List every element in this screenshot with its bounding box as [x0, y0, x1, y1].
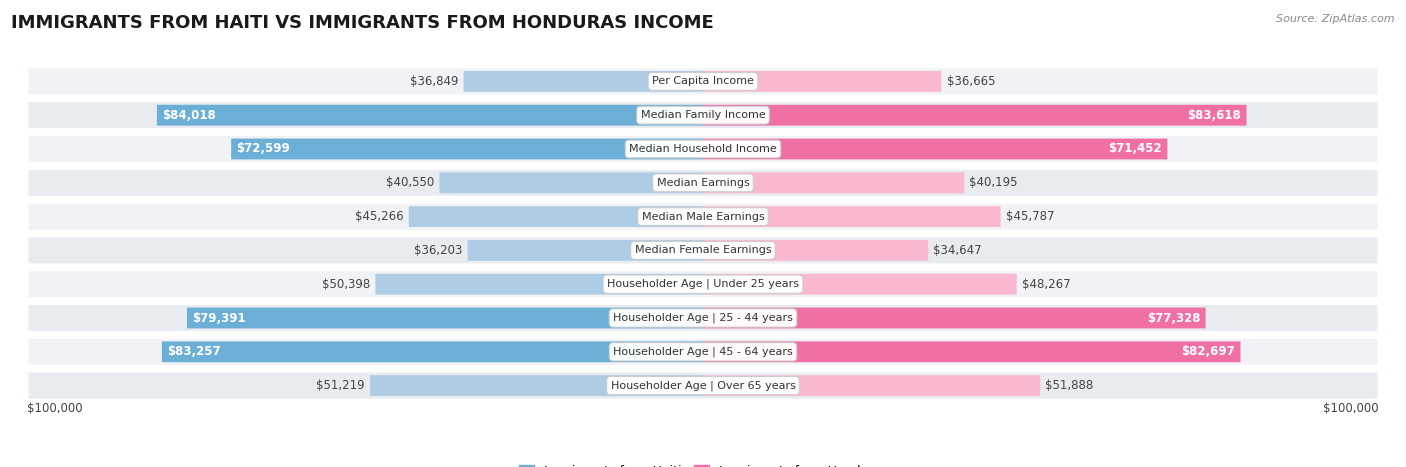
- Text: $84,018: $84,018: [162, 109, 217, 122]
- FancyBboxPatch shape: [703, 341, 1240, 362]
- FancyBboxPatch shape: [27, 169, 1379, 197]
- Text: Median Male Earnings: Median Male Earnings: [641, 212, 765, 222]
- FancyBboxPatch shape: [703, 139, 1167, 159]
- Text: $51,888: $51,888: [1046, 379, 1094, 392]
- FancyBboxPatch shape: [27, 270, 1379, 298]
- FancyBboxPatch shape: [703, 105, 1247, 126]
- Text: $72,599: $72,599: [236, 142, 290, 156]
- Text: Median Household Income: Median Household Income: [628, 144, 778, 154]
- FancyBboxPatch shape: [27, 202, 1379, 231]
- FancyBboxPatch shape: [162, 341, 703, 362]
- FancyBboxPatch shape: [375, 274, 703, 295]
- Text: Householder Age | 45 - 64 years: Householder Age | 45 - 64 years: [613, 347, 793, 357]
- FancyBboxPatch shape: [27, 134, 1379, 163]
- Text: $48,267: $48,267: [1022, 278, 1070, 290]
- FancyBboxPatch shape: [703, 71, 941, 92]
- Text: $45,787: $45,787: [1005, 210, 1054, 223]
- FancyBboxPatch shape: [703, 240, 928, 261]
- FancyBboxPatch shape: [27, 236, 1379, 265]
- FancyBboxPatch shape: [409, 206, 703, 227]
- FancyBboxPatch shape: [27, 67, 1379, 96]
- Text: Median Family Income: Median Family Income: [641, 110, 765, 120]
- FancyBboxPatch shape: [703, 274, 1017, 295]
- Text: $83,618: $83,618: [1188, 109, 1241, 122]
- FancyBboxPatch shape: [468, 240, 703, 261]
- Text: Householder Age | Under 25 years: Householder Age | Under 25 years: [607, 279, 799, 290]
- FancyBboxPatch shape: [27, 338, 1379, 366]
- Legend: Immigrants from Haiti, Immigrants from Honduras: Immigrants from Haiti, Immigrants from H…: [513, 460, 893, 467]
- FancyBboxPatch shape: [27, 304, 1379, 333]
- FancyBboxPatch shape: [157, 105, 703, 126]
- Text: Median Earnings: Median Earnings: [657, 178, 749, 188]
- Text: $79,391: $79,391: [193, 311, 246, 325]
- Text: $40,195: $40,195: [970, 177, 1018, 189]
- FancyBboxPatch shape: [231, 139, 703, 159]
- Text: Per Capita Income: Per Capita Income: [652, 77, 754, 86]
- Text: Householder Age | Over 65 years: Householder Age | Over 65 years: [610, 380, 796, 391]
- FancyBboxPatch shape: [27, 101, 1379, 129]
- Text: $34,647: $34,647: [934, 244, 981, 257]
- Text: $45,266: $45,266: [354, 210, 404, 223]
- FancyBboxPatch shape: [440, 172, 703, 193]
- Text: $36,665: $36,665: [946, 75, 995, 88]
- FancyBboxPatch shape: [703, 308, 1205, 328]
- Text: $71,452: $71,452: [1108, 142, 1163, 156]
- Text: Median Female Earnings: Median Female Earnings: [634, 245, 772, 255]
- Text: $82,697: $82,697: [1181, 345, 1236, 358]
- Text: $40,550: $40,550: [387, 177, 434, 189]
- FancyBboxPatch shape: [187, 308, 703, 328]
- Text: $36,849: $36,849: [409, 75, 458, 88]
- Text: $50,398: $50,398: [322, 278, 370, 290]
- Text: $36,203: $36,203: [415, 244, 463, 257]
- Text: $100,000: $100,000: [1323, 402, 1379, 415]
- FancyBboxPatch shape: [464, 71, 703, 92]
- Text: Source: ZipAtlas.com: Source: ZipAtlas.com: [1277, 14, 1395, 24]
- Text: $77,328: $77,328: [1147, 311, 1201, 325]
- Text: Householder Age | 25 - 44 years: Householder Age | 25 - 44 years: [613, 313, 793, 323]
- FancyBboxPatch shape: [370, 375, 703, 396]
- Text: IMMIGRANTS FROM HAITI VS IMMIGRANTS FROM HONDURAS INCOME: IMMIGRANTS FROM HAITI VS IMMIGRANTS FROM…: [11, 14, 714, 32]
- Text: $100,000: $100,000: [27, 402, 83, 415]
- FancyBboxPatch shape: [703, 172, 965, 193]
- FancyBboxPatch shape: [703, 375, 1040, 396]
- FancyBboxPatch shape: [27, 371, 1379, 400]
- Text: $83,257: $83,257: [167, 345, 221, 358]
- FancyBboxPatch shape: [703, 206, 1001, 227]
- Text: $51,219: $51,219: [316, 379, 366, 392]
